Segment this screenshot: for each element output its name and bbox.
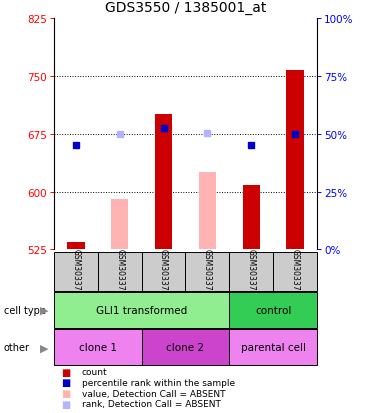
Bar (286, 71, 304, 250)
Bar (198, 173, 216, 250)
Text: clone 1: clone 1 (79, 342, 117, 352)
Text: control: control (255, 305, 292, 315)
Bar (186, 252, 229, 291)
Bar (98, 252, 142, 291)
Title: GDS3550 / 1385001_at: GDS3550 / 1385001_at (105, 1, 266, 15)
Text: GSM303376: GSM303376 (291, 248, 300, 295)
Bar (54, 292, 229, 328)
Text: ■: ■ (61, 399, 70, 409)
Text: GSM303375: GSM303375 (247, 248, 256, 295)
Bar (155, 115, 172, 250)
Bar (54, 329, 142, 366)
Bar (243, 186, 260, 250)
Text: cell type: cell type (4, 305, 46, 315)
Bar (273, 252, 317, 291)
Text: clone 2: clone 2 (167, 342, 204, 352)
Text: percentile rank within the sample: percentile rank within the sample (82, 378, 235, 387)
Text: GSM303371: GSM303371 (71, 248, 80, 295)
Text: count: count (82, 367, 107, 376)
Text: other: other (4, 342, 30, 352)
Text: ■: ■ (61, 388, 70, 398)
Text: value, Detection Call = ABSENT: value, Detection Call = ABSENT (82, 389, 225, 398)
Text: ■: ■ (61, 367, 70, 377)
Text: GSM303374: GSM303374 (203, 248, 212, 295)
Bar (54, 252, 98, 291)
Bar (111, 200, 128, 250)
Bar (229, 252, 273, 291)
Text: ▶: ▶ (40, 342, 49, 352)
Text: rank, Detection Call = ABSENT: rank, Detection Call = ABSENT (82, 399, 220, 408)
Bar (142, 252, 186, 291)
Bar (229, 329, 317, 366)
Text: ▶: ▶ (40, 305, 49, 315)
Bar (142, 329, 229, 366)
Text: GSM303372: GSM303372 (115, 248, 124, 295)
Text: parental cell: parental cell (241, 342, 306, 352)
Text: ■: ■ (61, 377, 70, 387)
Text: GSM303373: GSM303373 (159, 248, 168, 295)
Text: GLI1 transformed: GLI1 transformed (96, 305, 187, 315)
Bar (229, 292, 317, 328)
Bar (67, 242, 85, 250)
